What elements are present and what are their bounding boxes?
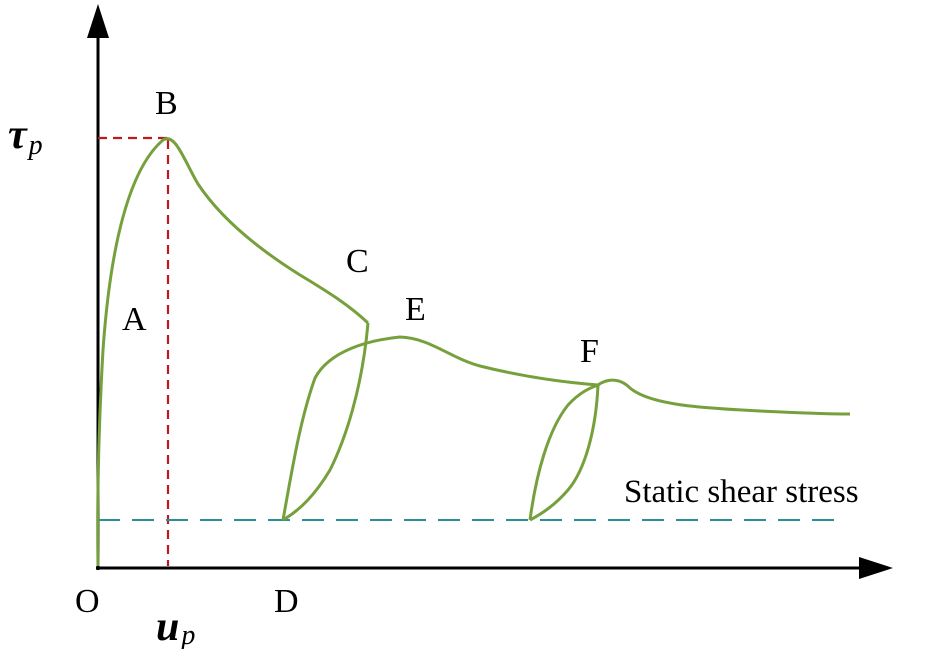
x-axis-symbol: u bbox=[156, 604, 179, 649]
second-reloading-curve bbox=[528, 383, 599, 521]
point-label-c: C bbox=[346, 243, 369, 280]
unloading-curve-c-d bbox=[282, 322, 370, 522]
point-label-e: E bbox=[405, 291, 426, 328]
x-axis-arrowhead bbox=[859, 557, 893, 579]
y-axis-label: τp bbox=[8, 112, 43, 161]
x-axis-label: up bbox=[156, 604, 195, 649]
origin-label: O bbox=[75, 583, 100, 620]
x-axis-subscript: p bbox=[179, 620, 195, 649]
reloading-curve-d-e-f bbox=[281, 335, 599, 521]
point-label-f: F bbox=[580, 333, 599, 370]
residual-curve-tail bbox=[597, 378, 851, 416]
static-shear-stress-label: Static shear stress bbox=[624, 474, 859, 510]
point-label-b: B bbox=[155, 85, 178, 122]
second-unloading-curve bbox=[529, 384, 600, 522]
point-label-d: D bbox=[274, 583, 299, 620]
y-axis-symbol: τ bbox=[8, 112, 28, 158]
y-axis-arrowhead bbox=[87, 4, 109, 38]
loading-curve-o-b-c bbox=[96, 137, 370, 567]
point-label-a: A bbox=[122, 301, 147, 338]
y-axis-subscript: p bbox=[27, 130, 43, 161]
